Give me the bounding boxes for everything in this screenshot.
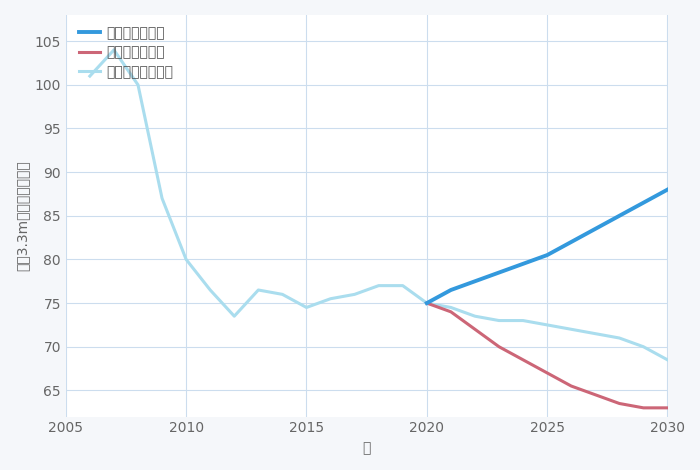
ノーマルシナリオ (471, 313, 480, 319)
バッドシナリオ (567, 383, 575, 389)
ノーマルシナリオ (447, 305, 455, 310)
バッドシナリオ (447, 309, 455, 314)
ノーマルシナリオ (664, 357, 672, 363)
Line: ノーマルシナリオ: ノーマルシナリオ (427, 303, 668, 360)
Line: グッドシナリオ: グッドシナリオ (427, 189, 668, 303)
ノーマルシナリオ (591, 331, 599, 337)
バッドシナリオ (423, 300, 431, 306)
グッドシナリオ (567, 239, 575, 245)
グッドシナリオ (543, 252, 552, 258)
グッドシナリオ (447, 287, 455, 293)
バッドシナリオ (639, 405, 648, 411)
グッドシナリオ (615, 213, 624, 219)
ノーマルシナリオ (519, 318, 527, 323)
バッドシナリオ (519, 357, 527, 363)
バッドシナリオ (471, 327, 480, 332)
バッドシナリオ (664, 405, 672, 411)
ノーマルシナリオ (639, 344, 648, 350)
バッドシナリオ (591, 392, 599, 398)
Y-axis label: 坪（3.3m）単価（万円）: 坪（3.3m）単価（万円） (15, 160, 29, 271)
グッドシナリオ (423, 300, 431, 306)
ノーマルシナリオ (615, 335, 624, 341)
X-axis label: 年: 年 (363, 441, 371, 455)
バッドシナリオ (615, 400, 624, 406)
グッドシナリオ (664, 187, 672, 192)
グッドシナリオ (471, 278, 480, 284)
バッドシナリオ (543, 370, 552, 376)
ノーマルシナリオ (423, 300, 431, 306)
グッドシナリオ (519, 261, 527, 266)
バッドシナリオ (495, 344, 503, 350)
Legend: グッドシナリオ, バッドシナリオ, ノーマルシナリオ: グッドシナリオ, バッドシナリオ, ノーマルシナリオ (79, 26, 174, 79)
ノーマルシナリオ (567, 327, 575, 332)
グッドシナリオ (591, 226, 599, 232)
ノーマルシナリオ (543, 322, 552, 328)
グッドシナリオ (495, 270, 503, 275)
ノーマルシナリオ (495, 318, 503, 323)
グッドシナリオ (639, 200, 648, 205)
Line: バッドシナリオ: バッドシナリオ (427, 303, 668, 408)
